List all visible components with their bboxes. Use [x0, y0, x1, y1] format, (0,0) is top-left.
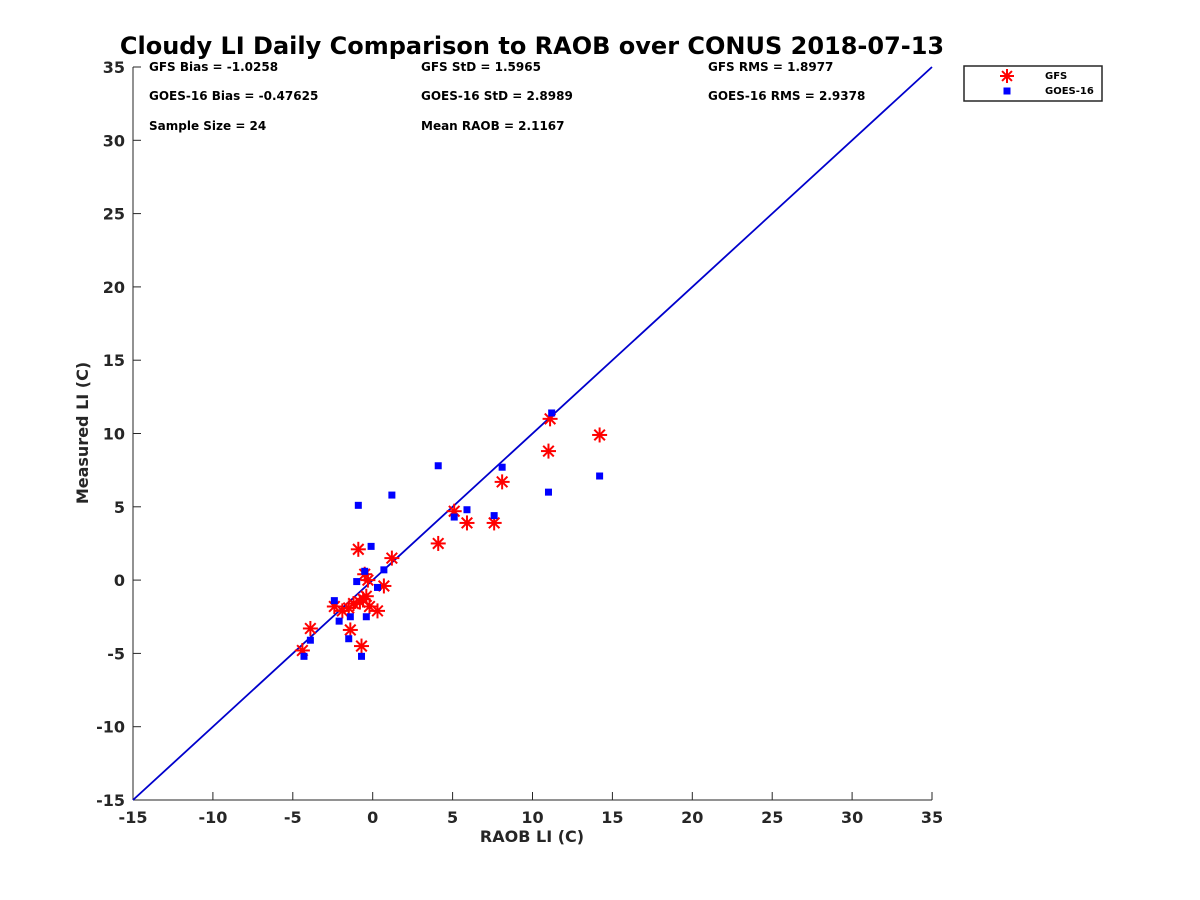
goes16-point	[358, 652, 366, 660]
identity-line-path	[132, 66, 933, 801]
gfs-point	[592, 427, 608, 443]
y-tick-label: -10	[96, 718, 125, 737]
gfs-point	[369, 603, 385, 619]
data-points	[294, 409, 608, 660]
stat-text: GFS Bias = -1.0258	[149, 60, 278, 74]
x-tick-label: 10	[521, 808, 543, 827]
x-tick-label: -5	[284, 808, 302, 827]
x-tick-label: 20	[681, 808, 703, 827]
goes16-point	[450, 513, 458, 521]
goes16-point	[306, 636, 314, 644]
y-tick-label: 0	[114, 571, 125, 590]
gfs-point	[540, 443, 556, 459]
x-tick-label: 5	[447, 808, 458, 827]
x-tick-label: 25	[761, 808, 783, 827]
goes16-point	[548, 409, 556, 417]
y-tick-label: 30	[103, 131, 125, 150]
goes16-point	[354, 501, 362, 509]
x-tick-label: 30	[841, 808, 863, 827]
y-tick-label: 35	[103, 58, 125, 77]
gfs-point	[354, 638, 370, 654]
goes16-point	[345, 635, 353, 643]
goes16-point	[362, 613, 370, 621]
gfs-point	[384, 550, 400, 566]
legend-gfs-label: GFS	[1045, 71, 1067, 82]
stat-text: GFS StD = 1.5965	[421, 60, 541, 74]
stat-text: GFS RMS = 1.8977	[708, 60, 833, 74]
stat-text: GOES-16 StD = 2.8989	[421, 89, 573, 103]
gfs-point	[459, 515, 475, 531]
y-tick-label: 20	[103, 278, 125, 297]
gfs-point	[302, 620, 318, 636]
gfs-point	[342, 622, 358, 638]
legend-box	[963, 65, 1103, 102]
x-tick-label: 15	[601, 808, 623, 827]
y-tick-label: 15	[103, 351, 125, 370]
y-tick-label: 10	[103, 425, 125, 444]
goes16-point	[596, 472, 604, 480]
goes16-point	[434, 462, 442, 470]
y-tick-label: -15	[96, 791, 125, 810]
gfs-point	[360, 572, 376, 588]
legend: GFS GOES-16	[963, 65, 1103, 102]
goes16-point	[373, 583, 381, 591]
gfs-point	[358, 588, 374, 604]
goes16-point	[330, 597, 338, 605]
goes16-point	[346, 613, 354, 621]
y-tick-label: 25	[103, 205, 125, 224]
gfs-point	[350, 541, 366, 557]
chart-title: Cloudy LI Daily Comparison to RAOB over …	[120, 32, 944, 60]
legend-gfs-marker	[1000, 69, 1014, 83]
identity-line	[132, 66, 933, 801]
stat-text: GOES-16 RMS = 2.9378	[708, 89, 865, 103]
goes16-point	[361, 567, 369, 575]
stat-text: Mean RAOB = 2.1167	[421, 119, 565, 133]
goes16-point	[490, 512, 498, 520]
gfs-point	[446, 503, 462, 519]
goes16-point	[388, 491, 396, 499]
x-tick-label: 0	[367, 808, 378, 827]
stat-text: GOES-16 Bias = -0.47625	[149, 89, 318, 103]
y-tick-label: -5	[107, 644, 125, 663]
stat-text: Sample Size = 24	[149, 119, 266, 133]
x-axis-label: RAOB LI (C)	[480, 827, 584, 846]
goes16-point	[335, 617, 343, 625]
gfs-point	[486, 515, 502, 531]
stats-annotations: GFS Bias = -1.0258 GFS StD = 1.5965 GFS RM…	[149, 60, 865, 133]
goes16-point	[463, 506, 471, 514]
x-tick-label: 35	[921, 808, 943, 827]
legend-goes16-label: GOES-16	[1045, 86, 1094, 97]
legend-goes16-marker	[1003, 87, 1011, 95]
goes16-point	[353, 578, 361, 586]
goes16-point	[498, 463, 506, 471]
y-axis-label: Measured LI (C)	[73, 362, 92, 504]
x-tick-label: -15	[119, 808, 148, 827]
y-tick-label: 5	[114, 498, 125, 517]
gfs-point	[494, 474, 510, 490]
goes16-point	[544, 488, 552, 496]
goes16-point	[367, 542, 375, 550]
goes16-point	[300, 652, 308, 660]
gfs-point	[334, 603, 350, 619]
gfs-point	[430, 535, 446, 551]
goes16-point	[380, 566, 388, 574]
x-tick-label: -10	[198, 808, 227, 827]
axes: -15 -10 -5 0 5 10 15 20 25 30 35 -15 -10 -5 0 5 10 15 20 25…	[96, 58, 943, 827]
